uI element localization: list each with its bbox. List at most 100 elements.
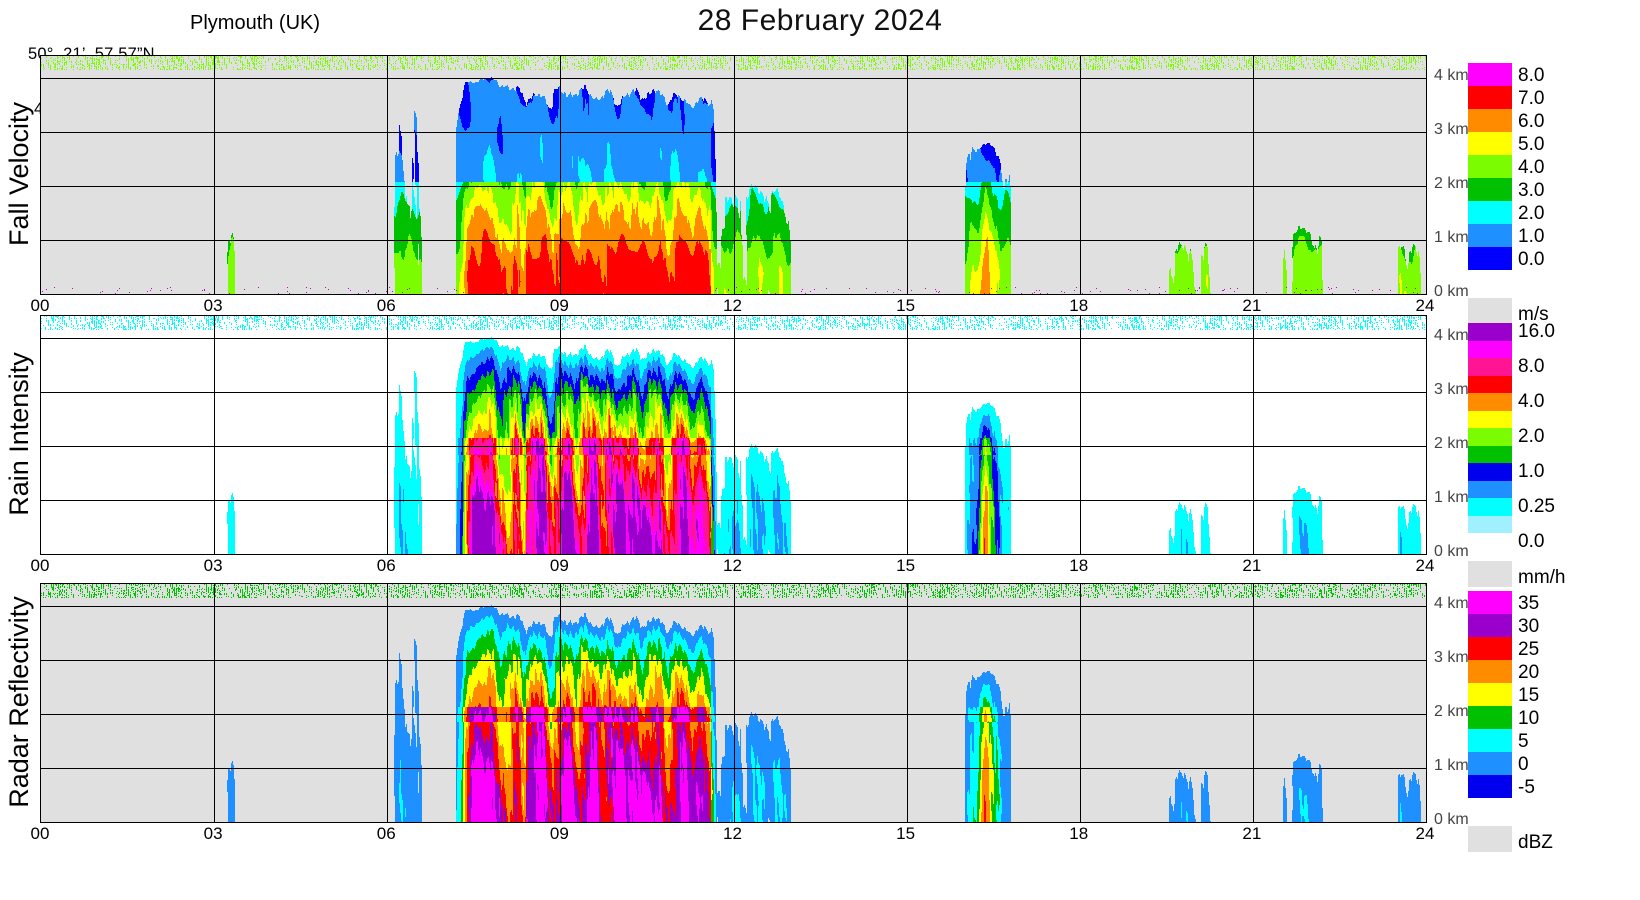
colorbar-swatch [1468, 660, 1512, 683]
x-axis-tick: 06 [376, 296, 396, 315]
header: 50° 21’ 57.57”N 4° 8’ 51.70”W Plymouth (… [0, 0, 1640, 118]
colorbar-unit-label: dBZ [1518, 832, 1553, 853]
colorbar-swatch [1468, 375, 1512, 393]
colorbar-swatch [1468, 201, 1512, 224]
x-axis-tick: 00 [30, 824, 50, 843]
colorbar-tick: 2.0 [1518, 202, 1545, 224]
colorbar-tick: 5 [1518, 730, 1529, 752]
y-axis-tick: 2 km [1434, 174, 1469, 192]
colorbar-swatches [1468, 323, 1512, 533]
panel-label-fall-velocity: Fall Velocity [4, 101, 34, 247]
colorbar-swatch [1468, 340, 1512, 358]
radar-field-radar-reflectivity [41, 584, 1426, 822]
colorbar-swatches [1468, 591, 1512, 798]
radar-field-fall-velocity [41, 56, 1426, 294]
radar-field-rain-intensity [41, 316, 1426, 554]
colorbar-tick: 2.0 [1518, 425, 1545, 447]
x-axis-tick: 18 [1069, 824, 1089, 843]
y-axis-tick: 3 km [1434, 120, 1469, 138]
colorbar-swatch [1468, 323, 1512, 341]
colorbar-swatch [1468, 109, 1512, 132]
x-axis-tick: 00 [30, 556, 50, 575]
x-axis-tick: 18 [1069, 556, 1089, 575]
x-axis-tick: 00 [30, 296, 50, 315]
plot-area-rain-intensity[interactable] [40, 315, 1427, 555]
colorbar-swatch [1468, 498, 1512, 516]
colorbar-swatch [1468, 247, 1512, 270]
x-axis-tick: 06 [376, 824, 396, 843]
x-axis-tick: 09 [549, 296, 569, 315]
colorbar-swatch [1468, 683, 1512, 706]
y-axis-tick: 1 km [1434, 488, 1469, 506]
y-axis-tick: 3 km [1434, 380, 1469, 398]
x-axis-tick: 12 [723, 824, 742, 843]
panel-label-radar-reflectivity: Radar Reflectivity [4, 596, 34, 808]
x-axis-tick: 03 [203, 556, 223, 575]
colorbar-tick: 6.0 [1518, 110, 1545, 132]
colorbar-tick: 0.0 [1518, 248, 1545, 270]
colorbar-unit-label: mm/h [1518, 567, 1566, 588]
plot-area-radar-reflectivity[interactable] [40, 583, 1427, 823]
x-axis-tick: 21 [1242, 824, 1262, 843]
colorbar-swatch [1468, 393, 1512, 411]
colorbar-tick: 10 [1518, 707, 1540, 729]
colorbar-swatch [1468, 775, 1512, 798]
colorbar-swatch [1468, 729, 1512, 752]
colorbar-tick: 35 [1518, 592, 1540, 614]
panel-label-rain-intensity: Rain Intensity [4, 352, 34, 516]
y-axis-tick: 2 km [1434, 434, 1469, 452]
colorbar-swatch [1468, 132, 1512, 155]
x-axis-tick: 24 [1415, 556, 1435, 575]
x-axis-tick: 06 [376, 556, 396, 575]
colorbar-swatch [1468, 591, 1512, 614]
x-axis-tick: 18 [1069, 296, 1089, 315]
y-axis-tick: 2 km [1434, 702, 1469, 720]
colorbar-nodata-swatch [1468, 826, 1512, 852]
x-axis-tick: 15 [896, 296, 916, 315]
colorbar-swatch [1468, 614, 1512, 637]
colorbar-nodata-swatch [1468, 561, 1512, 587]
colorbar-swatch [1468, 86, 1512, 109]
colorbar-tick: 7.0 [1518, 87, 1545, 109]
colorbar-tick: 5.0 [1518, 133, 1545, 155]
colorbar-tick: 4.0 [1518, 156, 1545, 178]
y-axis-tick: 0 km [1434, 543, 1469, 560]
y-axis-tick: 4 km [1434, 66, 1469, 84]
x-axis-tick: 21 [1242, 556, 1262, 575]
x-axis-tick: 03 [203, 824, 223, 843]
y-axis-tick: 0 km [1434, 283, 1469, 300]
colorbar-tick: 0.0 [1518, 530, 1545, 552]
x-axis-tick: 09 [549, 824, 569, 843]
x-axis-tick: 12 [723, 556, 742, 575]
colorbar-swatch [1468, 224, 1512, 247]
colorbar-tick: 8.0 [1518, 355, 1545, 377]
colorbar-swatch [1468, 410, 1512, 428]
x-axis-tick: 15 [896, 824, 916, 843]
colorbar-swatches [1468, 63, 1512, 270]
x-axis-tick: 03 [203, 296, 223, 315]
x-axis-tick: 12 [723, 296, 742, 315]
x-axis-tick: 24 [1415, 296, 1435, 315]
colorbar-tick: 16.0 [1518, 320, 1555, 342]
colorbar-tick: 30 [1518, 615, 1540, 637]
colorbar-swatch [1468, 155, 1512, 178]
colorbar-tick: 0.25 [1518, 495, 1555, 517]
colorbar-unit-label: m/s [1518, 304, 1549, 325]
colorbar-tick: 1.0 [1518, 460, 1545, 482]
y-axis-tick: 3 km [1434, 648, 1469, 666]
colorbar-swatch [1468, 515, 1512, 533]
colorbar-nodata-swatch [1468, 298, 1512, 324]
colorbar-swatch [1468, 637, 1512, 660]
colorbar-tick: 20 [1518, 661, 1540, 683]
colorbar-tick: -5 [1518, 776, 1535, 798]
colorbar-tick: 1.0 [1518, 225, 1545, 247]
x-axis-tick: 24 [1415, 824, 1435, 843]
colorbar-swatch [1468, 480, 1512, 498]
y-axis-tick: 4 km [1434, 594, 1469, 612]
colorbar-tick: 4.0 [1518, 390, 1545, 412]
y-axis-tick: 1 km [1434, 756, 1469, 774]
plot-area-fall-velocity[interactable] [40, 55, 1427, 295]
x-axis-tick: 21 [1242, 296, 1262, 315]
x-axis-tick: 09 [549, 556, 569, 575]
y-axis-tick: 1 km [1434, 228, 1469, 246]
